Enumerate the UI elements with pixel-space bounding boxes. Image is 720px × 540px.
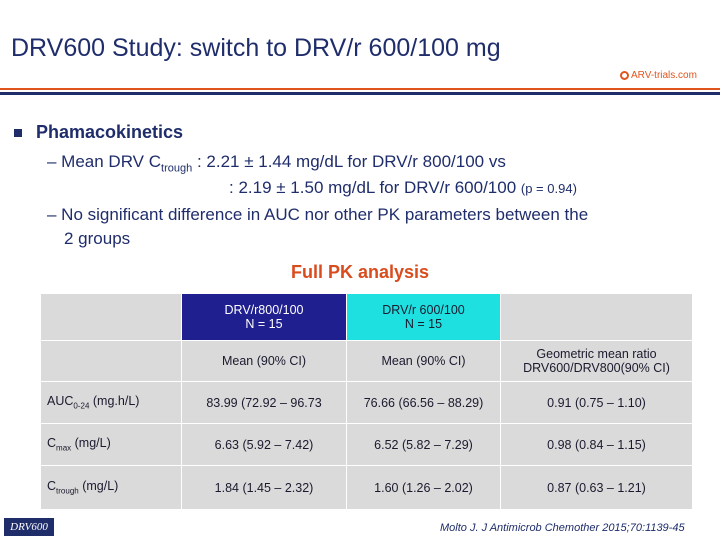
subheader-blank-cell (40, 340, 182, 382)
logo-circle-icon (620, 70, 629, 80)
cell-value: 6.63 (5.92 – 7.42) (181, 423, 347, 466)
table-row: AUC0-24 (mg.h/L) 83.99 (72.92 – 96.73 76… (40, 381, 693, 424)
cell-value: 0.98 (0.84 – 1.15) (500, 423, 693, 466)
row-label-sub: 0-24 (73, 401, 90, 411)
cell-value: 1.84 (1.45 – 2.32) (181, 465, 347, 510)
table-row: Cmax (mg/L) 6.63 (5.92 – 7.42) 6.52 (5.8… (40, 423, 693, 466)
row-label-unit: (mg.h/L) (89, 394, 140, 409)
header-drv600-n: N = 15 (404, 317, 443, 331)
header-drv600-label: DRV/r 600/100 (382, 303, 465, 317)
table-row: Ctrough (mg/L) 1.84 (1.45 – 2.32) 1.60 (… (40, 465, 693, 510)
row-label-unit: (mg/L) (71, 436, 111, 451)
line2-main: : 2.19 ± 1.50 mg/dL for DRV/r 600/100 (229, 178, 521, 197)
header-blank-cell (500, 293, 693, 341)
cell-value: 76.66 (66.56 – 88.29) (346, 381, 501, 424)
section-title: Full PK analysis (290, 262, 430, 282)
line2-pvalue: (p = 0.94) (520, 181, 577, 196)
cell-value: 0.87 (0.63 – 1.21) (500, 465, 693, 510)
header-drv800: DRV/r800/100 N = 15 (181, 293, 347, 341)
header-drv600: DRV/r 600/100 N = 15 (346, 293, 501, 341)
pk-table: DRV/r800/100 N = 15 DRV/r 600/100 N = 15 M… (40, 293, 693, 510)
row-label-auc: AUC0-24 (mg.h/L) (40, 381, 182, 424)
header-rule-orange (0, 88, 720, 90)
row-label-main: C (47, 436, 57, 451)
row-label-main: AUC (47, 394, 74, 409)
row-label-cmax: Cmax (mg/L) (40, 423, 182, 466)
line1-sub: trough (161, 162, 193, 175)
row-label-sub: trough (56, 486, 79, 496)
subheader-ratio: Geometric mean ratio DRV600/DRV800(90% CI… (500, 340, 693, 382)
header-drv800-n: N = 15 (245, 317, 283, 331)
text-line-1: – Mean DRV Ctrough : 2.21 ± 1.44 mg/dL f… (47, 152, 506, 174)
row-label-unit: (mg/L) (78, 479, 119, 494)
footer-tag: DRV600 (4, 518, 54, 536)
text-line-4: 2 groups (64, 229, 131, 248)
row-label-ctrough: Ctrough (mg/L) (40, 465, 182, 510)
subheader-mean-600: Mean (90% CI) (346, 340, 501, 382)
row-label-main: C (47, 479, 57, 494)
slide-title: DRV600 Study: switch to DRV/r 600/100 mg (11, 34, 501, 62)
row-label-sub: max (56, 443, 72, 453)
header-drv800-label: DRV/r800/100 (224, 303, 304, 317)
cell-value: 0.91 (0.75 – 1.10) (500, 381, 693, 424)
cell-value: 6.52 (5.82 – 7.29) (346, 423, 501, 466)
square-bullet-icon (14, 129, 22, 138)
bullet-heading-text: Phamacokinetics (36, 122, 184, 142)
line1-pre: – Mean DRV C (47, 152, 162, 171)
subheader-ratio-line1: Geometric mean ratio (536, 347, 657, 361)
subheader-mean-800: Mean (90% CI) (181, 340, 347, 382)
subheader-ratio-line2: DRV600/DRV800(90% CI) (523, 361, 670, 375)
table-header-row-2: Mean (90% CI) Mean (90% CI) Geometric me… (40, 340, 693, 382)
bullet-heading: Phamacokinetics (14, 122, 183, 143)
logo-text: ARV-trials.com (631, 70, 697, 81)
reference-citation: Molto J. J Antimicrob Chemother 2015;70:… (440, 522, 685, 534)
text-line-3: – No significant difference in AUC nor o… (47, 205, 589, 224)
cell-value: 83.99 (72.92 – 96.73 (181, 381, 347, 424)
table-header-row-1: DRV/r800/100 N = 15 DRV/r 600/100 N = 15 (40, 293, 693, 341)
text-line-2: : 2.19 ± 1.50 mg/dL for DRV/r 600/100 (p… (229, 178, 577, 198)
header-rule-navy (0, 92, 720, 95)
line1-post: : 2.21 ± 1.44 mg/dL for DRV/r 800/100 vs (192, 152, 506, 171)
cell-value: 1.60 (1.26 – 2.02) (346, 465, 501, 510)
logo: ARV-trials.com (620, 70, 697, 81)
table-corner-cell (40, 293, 182, 341)
